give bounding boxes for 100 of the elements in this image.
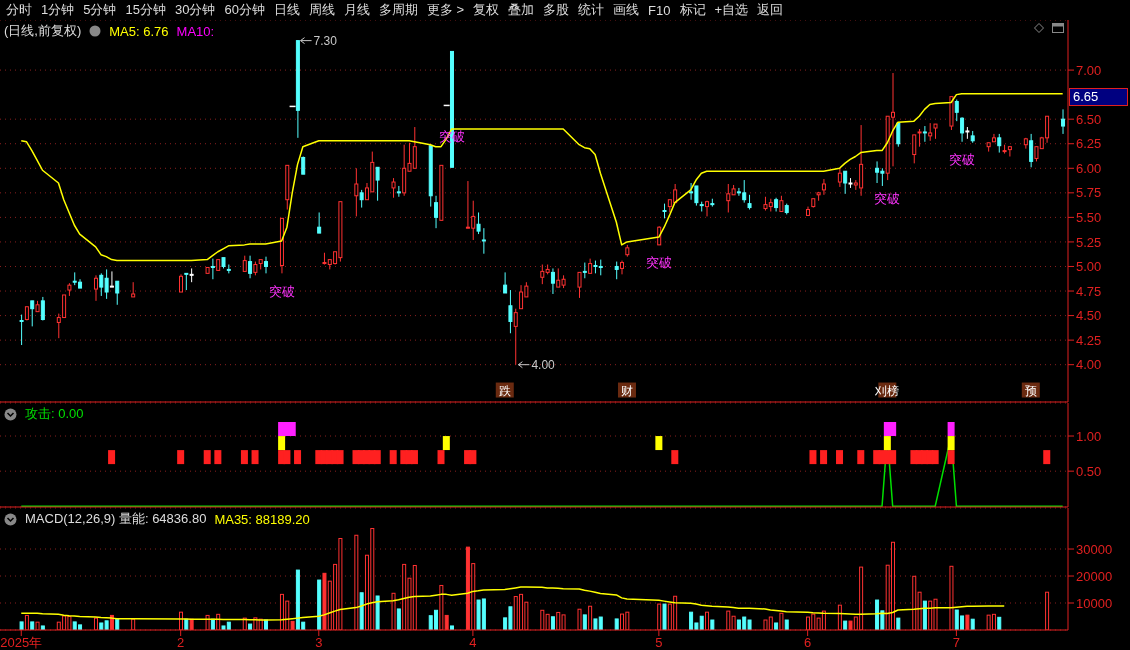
annotation: 7.30	[313, 33, 338, 48]
text: 15分钟	[125, 1, 166, 19]
candlestick	[896, 122, 901, 148]
bar	[997, 616, 1002, 630]
text: 复权	[473, 1, 500, 19]
text: 多周期	[378, 1, 418, 19]
candlestick	[922, 125, 927, 143]
y-tick-label: 6.00	[1076, 160, 1102, 176]
candlestick	[264, 256, 269, 274]
bar	[588, 605, 593, 630]
x-tick-label: 5	[655, 635, 663, 650]
text: F10	[648, 2, 671, 18]
text: 画线	[613, 1, 640, 19]
bar	[93, 617, 98, 630]
bar	[35, 621, 40, 630]
bar	[710, 619, 715, 630]
annotation: 跌	[498, 383, 511, 398]
candlestick	[503, 271, 508, 294]
y-tick-label: 6.50	[1076, 111, 1102, 127]
annotation: 突破	[268, 283, 295, 299]
bar	[577, 608, 582, 630]
bar	[550, 616, 555, 630]
text: 更多 >	[426, 1, 465, 19]
y-tick-label: 5.75	[1076, 185, 1102, 201]
candlestick	[960, 116, 965, 143]
bar	[662, 603, 667, 630]
text: 周线	[308, 1, 335, 19]
y-tick-label: 30000	[1076, 541, 1113, 557]
candlestick	[109, 270, 114, 288]
candlestick	[837, 167, 842, 188]
candlestick	[391, 177, 396, 199]
text: 5分钟	[83, 1, 117, 19]
text: 日线	[273, 1, 300, 19]
line-series	[20, 586, 1005, 621]
bar	[317, 579, 322, 630]
bar	[24, 614, 29, 630]
y-tick-label: 6.25	[1076, 136, 1102, 152]
bar	[131, 618, 136, 630]
candlestick	[1007, 146, 1012, 157]
bar	[896, 617, 901, 630]
bar	[965, 614, 970, 630]
candlestick	[396, 185, 401, 198]
y-tick-label: 4.25	[1076, 332, 1102, 348]
annotation: 刈榜	[874, 383, 900, 398]
bar	[949, 565, 954, 630]
annotation: 4.00	[531, 357, 556, 372]
text: 30分钟	[174, 1, 216, 19]
annotation: 财	[620, 383, 633, 398]
bar	[774, 622, 779, 630]
legend-label: MA10:	[176, 23, 215, 39]
bar	[657, 603, 662, 630]
annotation: 突破	[874, 190, 901, 206]
candlestick	[375, 166, 380, 202]
bar	[40, 625, 45, 630]
candlestick	[508, 289, 513, 334]
text: 返回	[757, 1, 784, 19]
candlestick	[1061, 108, 1066, 135]
candlestick	[19, 314, 24, 346]
bar	[189, 618, 194, 630]
text: 叠加	[508, 1, 535, 19]
bar	[375, 595, 380, 630]
bar	[837, 604, 842, 630]
bar	[922, 600, 927, 630]
bar	[784, 619, 789, 630]
y-tick-label: 4.75	[1076, 283, 1102, 299]
candlestick	[434, 195, 439, 229]
candlestick	[476, 211, 481, 235]
candlestick	[354, 167, 359, 217]
candlestick	[954, 99, 959, 122]
bar	[19, 621, 24, 630]
annotation: 突破	[645, 255, 672, 271]
text: 月线	[343, 1, 370, 19]
y-tick-label: 10000	[1076, 595, 1113, 611]
y-tick-label: 1.00	[1076, 428, 1102, 444]
bar	[614, 618, 619, 630]
bar	[30, 621, 35, 630]
candlestick	[248, 255, 253, 279]
candlestick	[550, 267, 555, 295]
bar	[354, 534, 359, 630]
candlestick	[115, 280, 120, 306]
y-tick-label: 4.00	[1076, 357, 1102, 373]
y-tick-label: 20000	[1076, 568, 1113, 584]
x-tick-label: 2025年	[0, 635, 43, 650]
candlestick	[93, 274, 98, 302]
x-tick-label: 3	[315, 635, 323, 650]
candlestick	[997, 133, 1002, 154]
text: 标记	[679, 1, 706, 19]
candlestick	[843, 170, 848, 195]
text: 统计	[578, 1, 605, 19]
bar	[620, 613, 625, 630]
bar	[779, 612, 784, 630]
bar	[391, 592, 396, 630]
y-tick-label: 5.50	[1076, 210, 1102, 225]
chart-title: MACD(12,26,9) 量能: 64836.80	[25, 510, 207, 528]
x-tick-label: 6	[804, 635, 812, 650]
chart-title: (日线,前复权)	[4, 22, 82, 40]
bar	[396, 608, 401, 630]
candlestick	[481, 227, 486, 255]
x-tick-label: 7	[952, 635, 961, 650]
bar	[582, 614, 587, 630]
